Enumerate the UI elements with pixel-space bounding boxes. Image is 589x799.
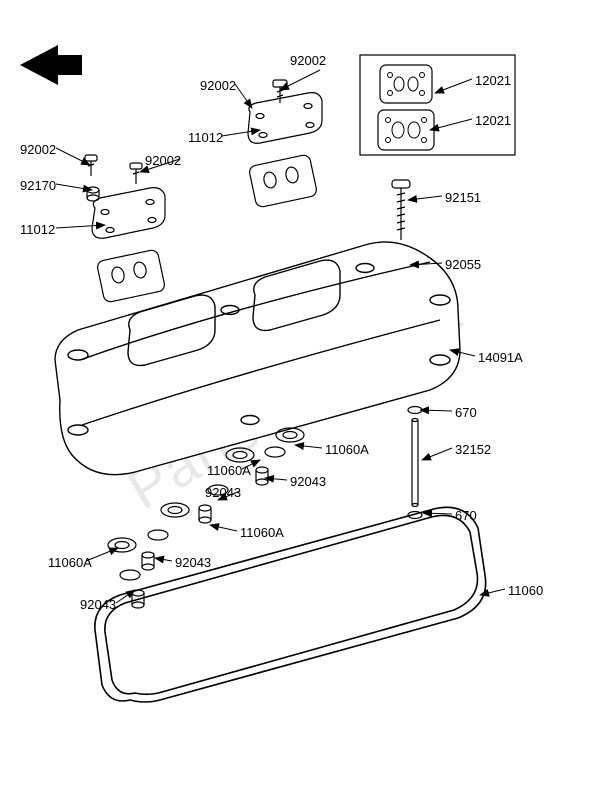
part-label-92055: 92055 [445,257,481,272]
part-label-12021_b: 12021 [475,113,511,128]
gasket-left [96,249,165,303]
part-label-92043_a: 92043 [290,474,326,489]
orientation-arrow [20,45,82,85]
part-label-92002_b: 92002 [200,78,236,93]
part-label-92002_c: 92002 [20,142,56,157]
part-label-670_a: 670 [455,405,477,420]
part-label-11060: 11060 [508,583,543,598]
pipe-32152 [412,419,418,507]
part-label-92043_c: 92043 [175,555,211,570]
callout-gasket-2 [378,110,434,150]
part-label-92170: 92170 [20,178,56,193]
gasket-right [248,154,317,208]
bolt-92151 [392,180,410,240]
part-label-14091A: 14091A [478,350,523,365]
diagram-container: PartsRepublik [0,0,589,799]
oring-670-top [408,407,422,414]
cap-cover-11012-right [248,93,322,144]
part-label-11060A_b: 11060A [207,463,251,478]
part-label-11060A_d: 11060A [48,555,92,570]
part-label-92002_a: 92002 [290,53,326,68]
cap-cover-11012-left [92,188,165,239]
bolt-92002-mid [130,163,142,184]
cover-gasket-11060 [95,507,486,702]
callout-gasket-1 [380,65,432,103]
part-label-92002_d: 92002 [145,153,181,168]
part-label-11060A_a: 11060A [325,442,369,457]
part-label-11060A_c: 11060A [240,525,284,540]
part-label-12021_a: 12021 [475,73,511,88]
part-label-670_b: 670 [455,508,477,523]
part-label-92151: 92151 [445,190,481,205]
part-label-32152: 32152 [455,442,491,457]
part-label-11012_b: 11012 [20,222,55,237]
part-label-11012_a: 11012 [188,130,223,145]
valve-cover-14091A [55,242,460,475]
part-label-92043_b: 92043 [205,485,241,500]
part-label-92043_d: 92043 [80,597,116,612]
callout-box [360,55,515,155]
bolt-92002-left [85,155,97,176]
